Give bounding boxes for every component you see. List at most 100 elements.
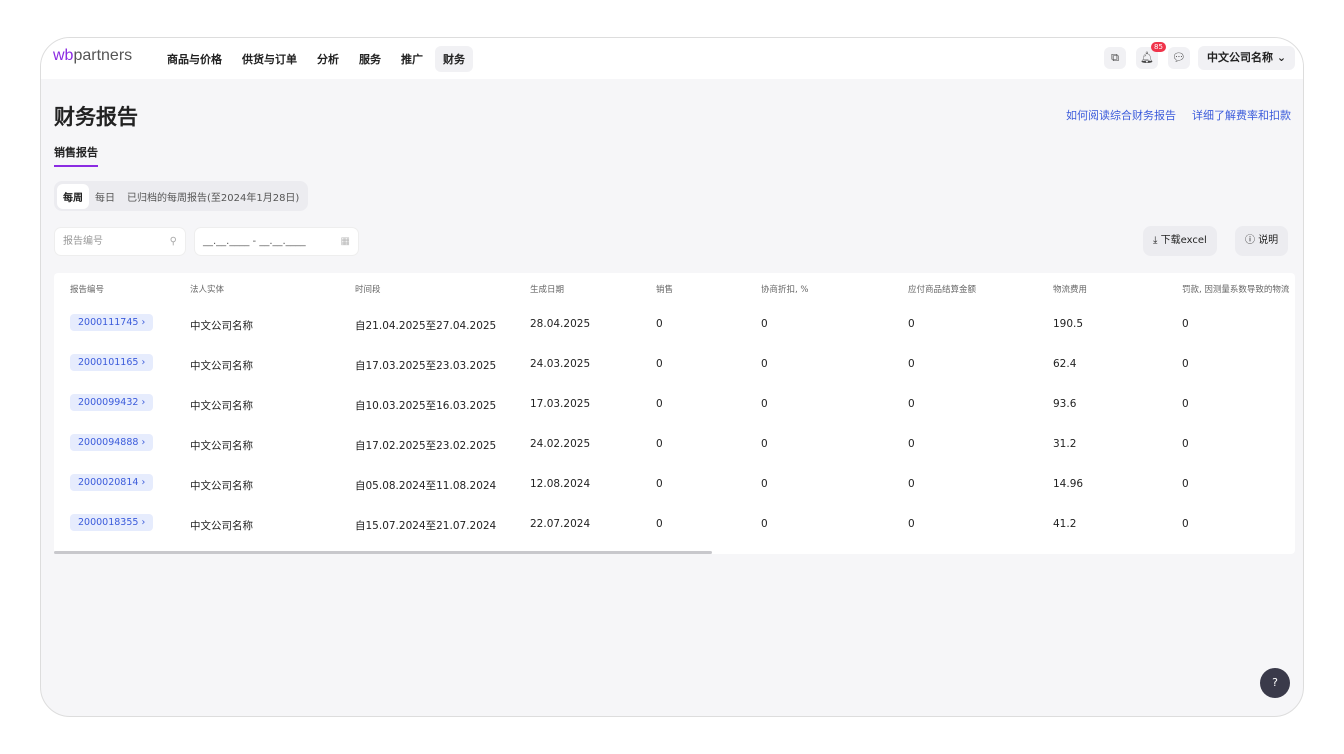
cell-text: 0 [908,398,915,410]
chevron-right-icon: › [138,397,146,408]
cell-text: 41.2 [1053,518,1077,530]
link-read-report[interactable]: 如何阅读综合财务报告 [1066,109,1176,122]
column-header[interactable]: 销售 [656,285,674,295]
table-cell: 中文公司名称 [190,438,253,453]
column-header[interactable]: 应付商品结算金额 [908,285,977,295]
cell-text: 自17.03.2025至23.03.2025 [355,360,497,372]
cell-text: 0 [908,438,915,450]
chevron-right-icon: › [138,357,146,368]
table-cell: 31.2 [1053,438,1076,450]
column-header[interactable]: 时间段 [355,285,381,295]
cell-text: 中文公司名称 [190,440,253,452]
feedback-icon[interactable]: 💬︎ [1168,47,1190,69]
logo[interactable]: wbpartners [53,47,133,64]
nav-item[interactable]: 财务 [435,46,473,72]
table-row[interactable]: 2000101165 › 中文公司名称 自17.03.2025至23.03.2025… [54,344,1295,384]
table-cell: 41.2 [1053,518,1076,530]
table-cell: 0 [908,518,915,530]
column-header[interactable]: 协商折扣, % [761,285,809,295]
table-cell: 0 [761,358,768,370]
column-header[interactable]: 生成日期 [530,285,565,295]
table-row[interactable]: 2000111745 › 中文公司名称 自21.04.2025至27.04.2025… [54,304,1295,344]
horizontal-scrollbar[interactable] [54,551,712,554]
table-cell: 0 [761,518,768,530]
report-number-link[interactable]: 2000111745 › [70,314,154,331]
date-range-input[interactable]: __.__.____ - __.__.____ ▦ [194,227,359,256]
report-number-search[interactable]: 报告编号 ⚲ [54,227,186,256]
help-fab[interactable]: ? [1260,668,1290,698]
table-cell: 自17.02.2025至23.02.2025 [355,438,496,453]
segment-archived[interactable]: 已归档的每周报告(至2024年1月28日) [127,192,300,204]
cell-text: 2000094888 [78,437,139,448]
help-links: 如何阅读综合财务报告 详细了解费率和扣款 [1066,107,1291,123]
table-header: 报告编号 法人实体 时间段 生成日期 销售 协商折扣, % 应付商品结算金额 物流费用 罚款, … [54,273,1295,313]
segment-weekly[interactable]: 每周 [57,183,89,209]
table-cell: 190.5 [1053,318,1083,330]
nav-item[interactable]: 服务 [359,53,381,66]
column-header[interactable]: 法人实体 [190,285,225,295]
nav-item[interactable]: 推广 [401,53,423,66]
report-number-link[interactable]: 2000018355 › [70,514,154,531]
table-cell: 28.04.2025 [530,318,590,330]
cell-text: 中文公司名称 [190,480,253,492]
chevron-down-icon: ⌄ [1276,51,1287,64]
cell-text: 190.5 [1053,318,1084,330]
table-cell: 自10.03.2025至16.03.2025 [355,398,496,413]
table-cell: 0 [656,358,663,370]
tab-sales-report[interactable]: 销售报告 [54,144,98,167]
app-window: wbpartners 商品与价格 供货与订单 分析 服务 推广 财务 ⧉ 🔔︎ 85 💬︎… [40,37,1304,717]
cell-text: 中文公司名称 [190,400,253,412]
help-button[interactable]: ⓘ 说明 [1235,226,1289,256]
table-row[interactable]: 2000018355 › 中文公司名称 自15.07.2024至21.07.2024… [54,504,1295,544]
cell-text: 0 [656,478,663,490]
table-cell: 12.08.2024 [530,478,590,490]
table-row[interactable]: 2000020814 › 中文公司名称 自05.08.2024至11.08.2024… [54,464,1295,504]
table-cell: 自15.07.2024至21.07.2024 [355,518,496,533]
table-cell: 24.03.2025 [530,358,590,370]
top-header: wbpartners 商品与价格 供货与订单 分析 服务 推广 财务 ⧉ 🔔︎ 85 💬︎… [41,38,1303,79]
table-cell: 0 [1182,478,1189,490]
table-row[interactable]: 2000099432 › 中文公司名称 自10.03.2025至16.03.2025… [54,384,1295,424]
page-title: 财务报告 [54,105,138,129]
download-excel-button[interactable]: ⤓ 下载excel [1143,226,1217,256]
table-cell: 中文公司名称 [190,318,253,333]
cell-text: 0 [656,438,663,450]
chevron-right-icon: › [138,477,146,488]
cell-text: 自05.08.2024至11.08.2024 [355,480,497,492]
report-number-link[interactable]: 2000094888 › [70,434,154,451]
chat-icon[interactable]: ⧉ [1104,47,1126,69]
cell-text: 自10.03.2025至16.03.2025 [355,400,497,412]
cell-text: 0 [761,318,768,330]
table-cell: 0 [761,438,768,450]
cell-text: 0 [1182,398,1189,410]
nav-item[interactable]: 分析 [317,53,339,66]
table-row[interactable]: 2000094888 › 中文公司名称 自17.02.2025至23.02.2025… [54,424,1295,464]
column-header[interactable]: 报告编号 [70,285,105,295]
table-cell: 0 [908,358,915,370]
account-dropdown[interactable]: 中文公司名称 ⌄ [1198,46,1296,70]
cell-text: 0 [761,398,768,410]
cell-text: 0 [1182,318,1189,330]
column-header[interactable]: 物流费用 [1053,285,1088,295]
report-number-link[interactable]: 2000099432 › [70,394,154,411]
segment-daily[interactable]: 每日 [95,192,115,204]
reports-table: 报告编号 法人实体 时间段 生成日期 销售 协商折扣, % 应付商品结算金额 物流费用 罚款, … [54,273,1295,554]
nav-item[interactable]: 供货与订单 [242,53,297,66]
cell-text: 0 [761,518,768,530]
report-number-link[interactable]: 2000101165 › [70,354,154,371]
cell-text: 24.02.2025 [530,438,591,450]
cell-text: 28.04.2025 [530,318,591,330]
report-number-link[interactable]: 2000020814 › [70,474,154,491]
nav-item[interactable]: 商品与价格 [167,53,222,66]
cell-text: 0 [908,358,915,370]
cell-text: 31.2 [1053,438,1077,450]
table-cell: 0 [1182,318,1189,330]
bell-icon[interactable]: 🔔︎ [1136,47,1158,69]
link-fees[interactable]: 详细了解费率和扣款 [1192,109,1291,122]
column-header[interactable]: 罚款, 因测量系数导致的物流 [1182,285,1290,295]
download-icon: ⤓ [1153,235,1158,246]
table-cell: 0 [656,398,663,410]
table-cell: 自21.04.2025至27.04.2025 [355,318,496,333]
cell-text: 自21.04.2025至27.04.2025 [355,320,497,332]
table-cell: 中文公司名称 [190,398,253,413]
